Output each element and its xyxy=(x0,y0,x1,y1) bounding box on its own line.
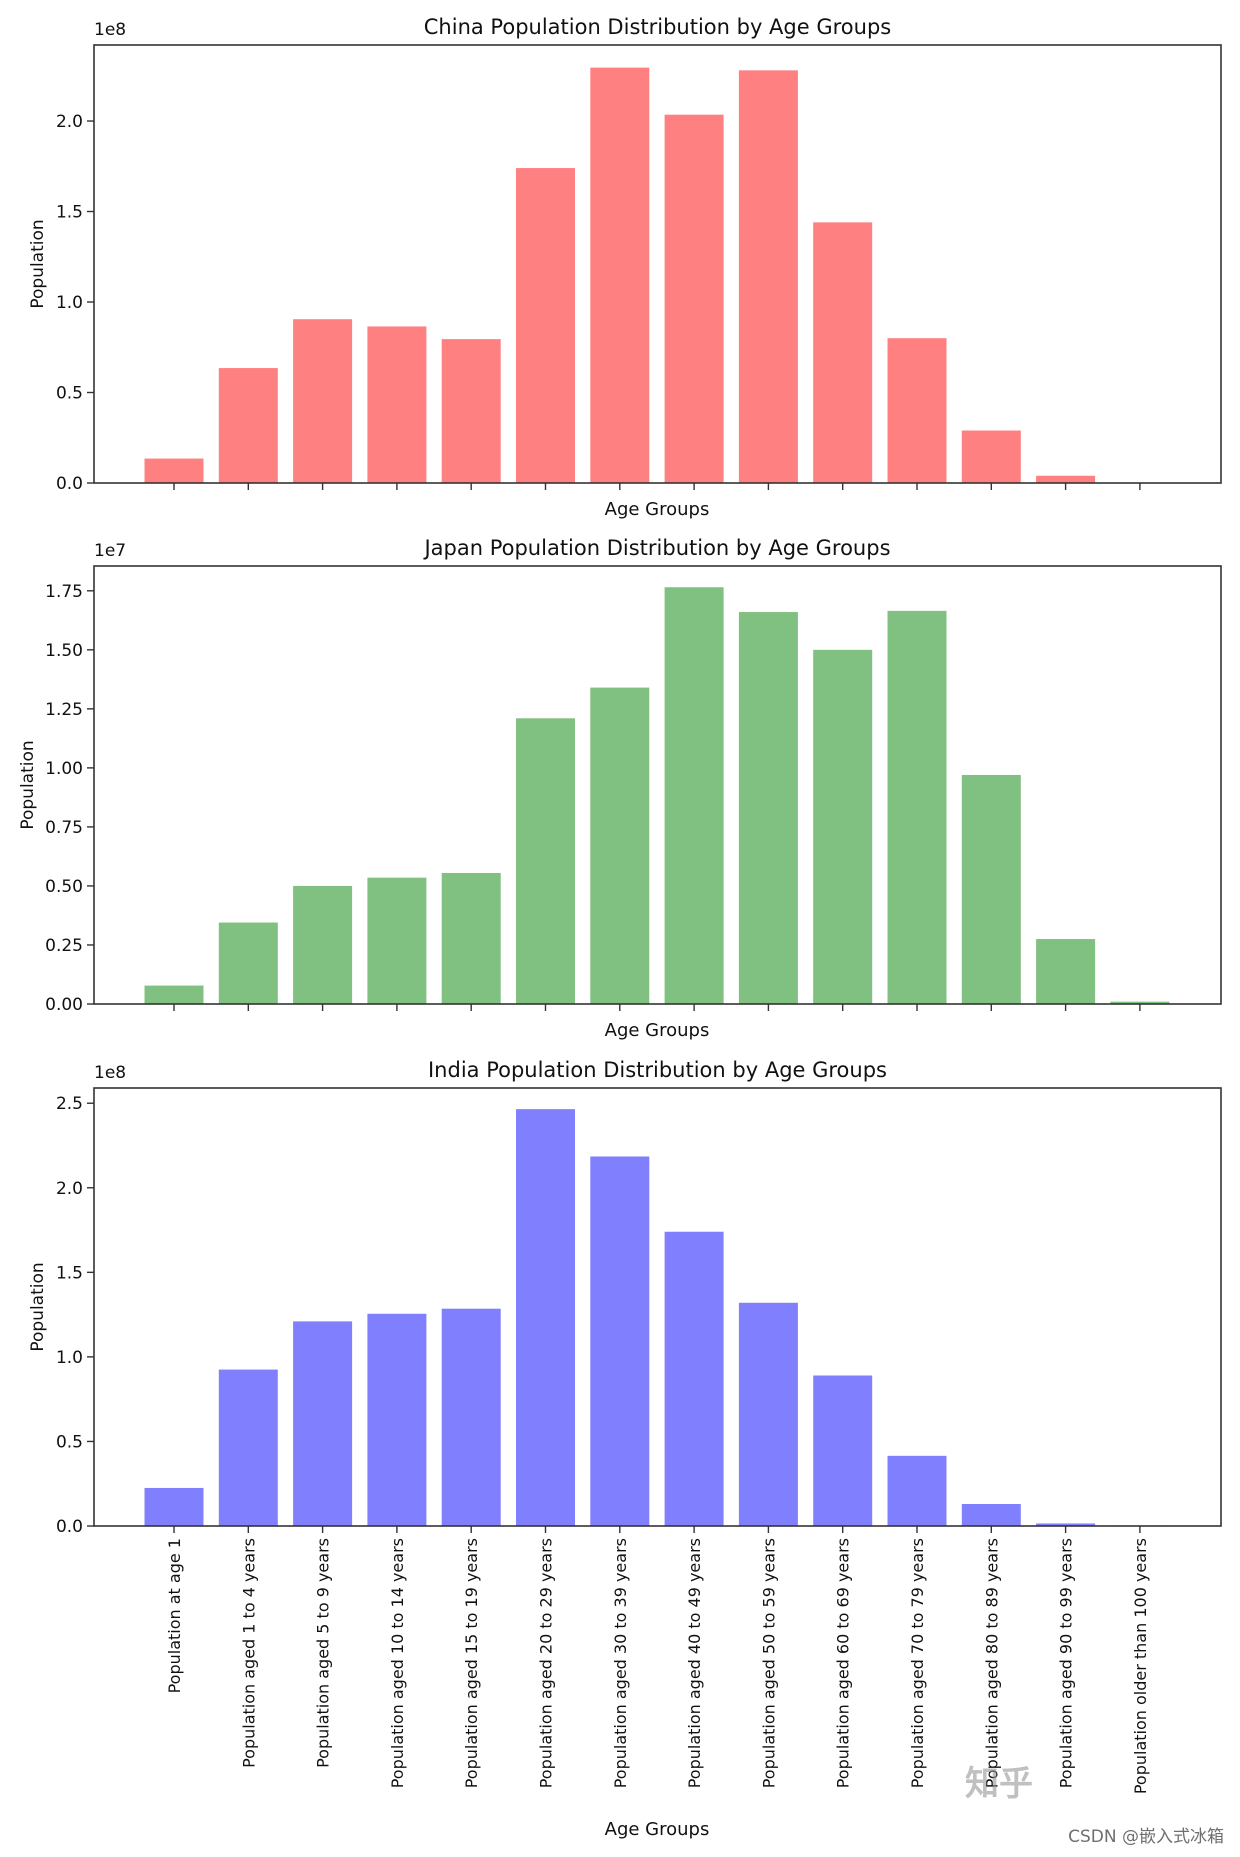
chart3-ytick-label: 2.5 xyxy=(56,1094,83,1114)
category-tick-label: Population aged 60 to 69 years xyxy=(834,1538,853,1788)
chart2-bar xyxy=(664,587,724,1004)
chart1-axes-frame xyxy=(93,44,1222,484)
category-tick-label: Population aged 50 to 59 years xyxy=(759,1538,778,1788)
chart2-bar xyxy=(738,612,798,1004)
chart2-bar xyxy=(516,718,575,1004)
chart3-axes-frame xyxy=(93,1087,1222,1527)
chart2-ytick-label: 1.75 xyxy=(45,582,83,602)
chart1-ylabel: Population xyxy=(28,219,48,308)
chart2-ytick-label: 0.75 xyxy=(45,818,83,838)
chart3-bar xyxy=(1036,1523,1096,1526)
chart3-bar xyxy=(813,1375,873,1526)
chart2-bar xyxy=(813,649,873,1004)
chart1-bar xyxy=(441,339,501,483)
chart2-bar xyxy=(590,687,650,1004)
zhihu-watermark: 知乎 xyxy=(965,1764,1033,1804)
category-tick-label: Population older than 100 years xyxy=(1131,1538,1150,1794)
chart1-bar xyxy=(144,458,204,483)
chart3-title: India Population Distribution by Age Gro… xyxy=(428,1058,887,1082)
category-tick-label: Population aged 30 to 39 years xyxy=(611,1538,630,1788)
chart3-ytick-label: 1.0 xyxy=(56,1348,83,1368)
chart3-ytick-label: 1.5 xyxy=(56,1263,83,1283)
category-tick-label: Population aged 15 to 19 years xyxy=(462,1538,481,1788)
chart2-bar xyxy=(1110,1001,1170,1004)
chart1-bar xyxy=(813,222,873,484)
chart3-bar xyxy=(664,1231,724,1526)
chart1-bar xyxy=(1036,475,1096,483)
chart2-ytick-label: 1.00 xyxy=(45,759,83,779)
category-tick-label: Population aged 90 to 99 years xyxy=(1057,1538,1076,1788)
chart1-bar xyxy=(961,430,1021,483)
chart2-bar xyxy=(367,877,427,1004)
chart3-bar xyxy=(144,1487,204,1526)
chart2-bar xyxy=(887,610,947,1004)
chart2-bar xyxy=(144,985,204,1004)
chart3-bar xyxy=(441,1308,501,1526)
chart1-title: China Population Distribution by Age Gro… xyxy=(424,15,891,39)
chart2-bar xyxy=(218,922,278,1004)
chart3-bar xyxy=(293,1321,353,1526)
category-tick-label: Population aged 70 to 79 years xyxy=(908,1538,927,1788)
chart2-bar xyxy=(441,872,501,1004)
category-tick-label: Population aged 10 to 14 years xyxy=(388,1538,407,1788)
chart2-ytick-label: 1.25 xyxy=(45,700,83,720)
category-tick-label: Population aged 1 to 4 years xyxy=(239,1538,258,1768)
chart1-bar xyxy=(887,338,947,483)
chart1-bar xyxy=(367,326,427,483)
chart3-bar xyxy=(516,1109,575,1526)
chart1-ytick-label: 0.0 xyxy=(56,474,83,494)
chart1-ytick-label: 1.5 xyxy=(56,203,83,223)
chart2-title: Japan Population Distribution by Age Gro… xyxy=(422,536,890,560)
chart3-ytick-label: 2.0 xyxy=(56,1179,83,1199)
chart3-bar xyxy=(738,1302,798,1526)
chart2-ytick-label: 1.50 xyxy=(45,641,83,661)
chart1-ytick-label: 2.0 xyxy=(56,112,83,132)
chart3-bar xyxy=(590,1156,650,1526)
chart1-bar xyxy=(516,168,575,483)
chart2-offset-label: 1e7 xyxy=(94,541,126,561)
chart1-bar xyxy=(293,319,353,483)
chart2-bar xyxy=(961,774,1021,1004)
chart1-ytick-label: 0.5 xyxy=(56,384,83,404)
category-tick-label: Population aged 80 to 89 years xyxy=(982,1538,1001,1788)
category-tick-label: Population aged 40 to 49 years xyxy=(685,1538,704,1788)
chart3-bar xyxy=(218,1369,278,1526)
chart3-ylabel: Population xyxy=(28,1262,48,1351)
chart3-xlabel: Age Groups xyxy=(605,1819,710,1840)
chart1-xlabel: Age Groups xyxy=(605,499,710,520)
chart3-bar xyxy=(961,1504,1021,1526)
chart3-ytick-label: 0.5 xyxy=(56,1432,83,1452)
chart1-bar xyxy=(590,67,650,484)
chart3-bar xyxy=(887,1455,947,1526)
chart1-offset-label: 1e8 xyxy=(94,20,126,40)
chart1-bar xyxy=(218,368,278,483)
chart3-ytick-label: 0.0 xyxy=(56,1517,83,1537)
chart2-ytick-label: 0.00 xyxy=(45,995,83,1015)
csdn-watermark: CSDN @嵌入式冰箱 xyxy=(1068,1827,1224,1847)
chart2-axes-frame xyxy=(93,565,1222,1005)
chart1-bar xyxy=(738,70,798,484)
chart1-ytick-label: 1.0 xyxy=(56,293,83,313)
category-tick-label: Population aged 20 to 29 years xyxy=(537,1538,556,1788)
chart2-ylabel: Population xyxy=(18,740,38,829)
chart1-bar xyxy=(664,114,724,483)
category-tick-label: Population aged 5 to 9 years xyxy=(314,1538,333,1768)
chart2-xlabel: Age Groups xyxy=(605,1020,710,1041)
chart3-bar xyxy=(367,1313,427,1526)
chart2-ytick-label: 0.25 xyxy=(45,936,83,956)
category-tick-label: Population at age 1 xyxy=(165,1538,184,1693)
chart2-bar xyxy=(293,885,353,1004)
chart2-ytick-label: 0.50 xyxy=(45,877,83,897)
chart3-offset-label: 1e8 xyxy=(94,1063,126,1083)
chart2-bar xyxy=(1036,939,1096,1004)
